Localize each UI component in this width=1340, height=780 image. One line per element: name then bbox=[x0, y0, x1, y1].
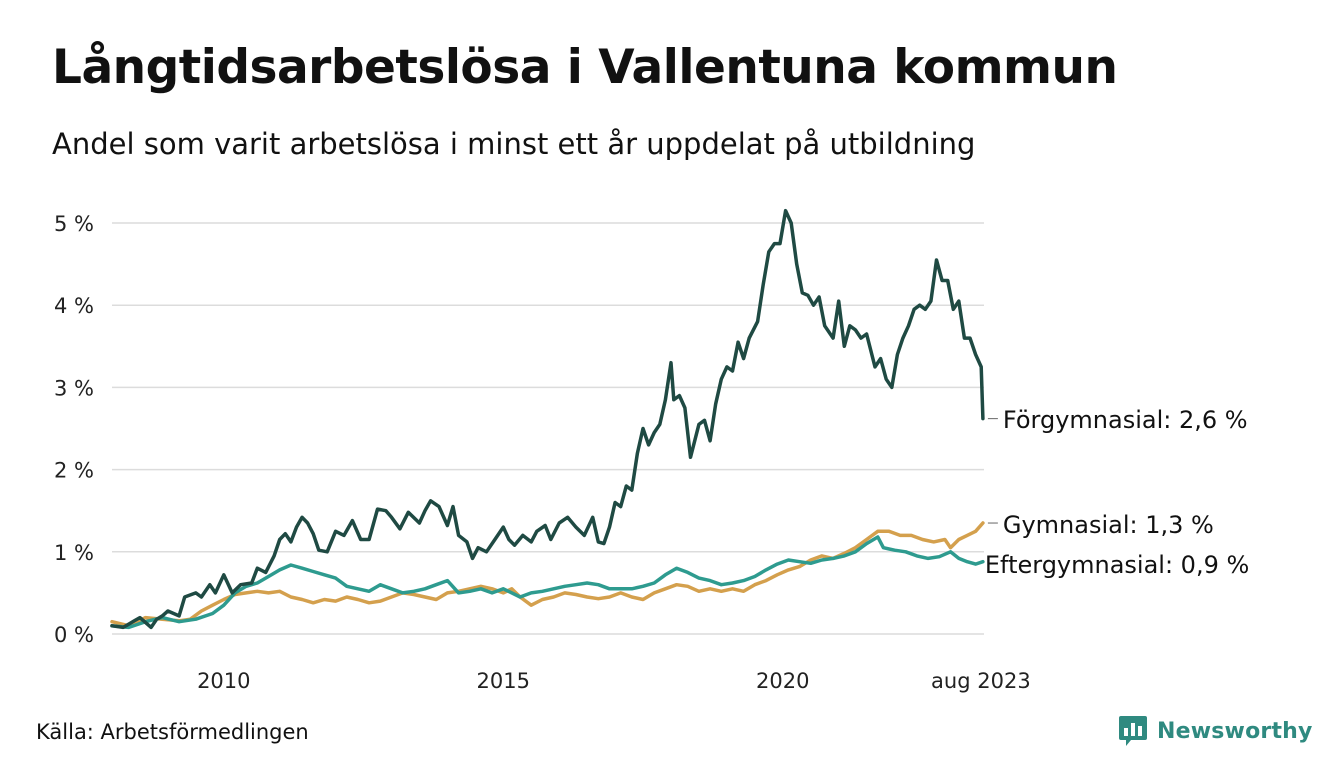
brand-logo[interactable]: Newsworthy bbox=[1118, 714, 1313, 748]
series-line-eftergymnasial bbox=[110, 535, 985, 630]
line-chart: 0 %1 %2 %3 %4 %5 % 2010 2015 2020 aug 2023 … bbox=[54, 208, 1249, 693]
brand-name: Newsworthy bbox=[1157, 718, 1313, 744]
gridlines bbox=[112, 222, 984, 635]
end-label-förgymnasial: Förgymnasial: 2,6 % bbox=[1003, 406, 1248, 434]
chart-title: Långtidsarbetslösa i Vallentuna kommun bbox=[52, 40, 1118, 95]
y-tick-label: 4 % bbox=[54, 294, 94, 318]
x-tick-label: 2015 bbox=[477, 669, 530, 693]
y-tick-label: 3 % bbox=[54, 376, 94, 400]
x-axis-ticks: 2010 2015 2020 aug 2023 bbox=[197, 669, 1031, 693]
series-end-labels: Förgymnasial: 2,6 % Gymnasial: 1,3 % Efter… bbox=[985, 406, 1249, 579]
y-axis-ticks: 0 % 1 % 2 % 3 % 4 % 5 % bbox=[54, 212, 94, 647]
y-tick-label: 1 % bbox=[54, 541, 94, 565]
chart-subtitle: Andel som varit arbetslösa i minst ett å… bbox=[52, 127, 976, 161]
x-tick-label: 2020 bbox=[756, 669, 809, 693]
newsworthy-logo-icon bbox=[1119, 716, 1147, 746]
series-line-gymnasial bbox=[110, 521, 985, 628]
y-tick-label: 2 % bbox=[54, 459, 94, 483]
y-tick-label: 0 % bbox=[54, 623, 94, 647]
y-tick-label: 5 % bbox=[54, 212, 94, 236]
x-tick-label: 2010 bbox=[197, 669, 250, 693]
series-lines bbox=[110, 208, 985, 630]
x-tick-label: aug 2023 bbox=[931, 669, 1031, 693]
source-note: Källa: Arbetsförmedlingen bbox=[36, 720, 309, 744]
end-label-gymnasial: Gymnasial: 1,3 % bbox=[1003, 511, 1214, 539]
series-line-förgymnasial bbox=[110, 208, 985, 630]
end-label-eftergymnasial: Eftergymnasial: 0,9 % bbox=[985, 551, 1249, 579]
